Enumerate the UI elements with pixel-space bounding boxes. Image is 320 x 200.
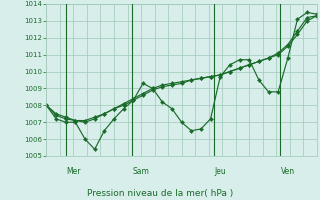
Text: Mer: Mer <box>67 167 81 176</box>
Text: Ven: Ven <box>281 167 295 176</box>
Text: Sam: Sam <box>132 167 149 176</box>
Text: Pression niveau de la mer( hPa ): Pression niveau de la mer( hPa ) <box>87 189 233 198</box>
Text: Jeu: Jeu <box>215 167 227 176</box>
